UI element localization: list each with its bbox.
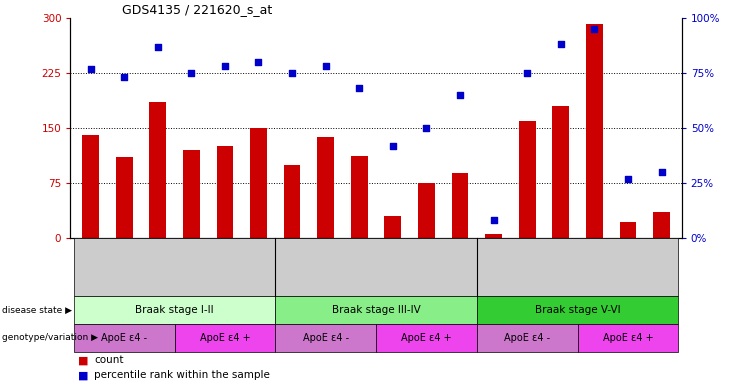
Text: ApoE ε4 +: ApoE ε4 + [199, 333, 250, 343]
Point [622, 175, 634, 182]
Bar [418, 183, 435, 238]
Text: ■: ■ [78, 371, 88, 381]
Point [353, 85, 365, 91]
Text: percentile rank within the sample: percentile rank within the sample [94, 371, 270, 381]
Point [488, 217, 499, 223]
Point [185, 70, 197, 76]
Point [119, 74, 130, 81]
Bar [653, 212, 670, 238]
Point [320, 63, 332, 70]
Bar [451, 174, 468, 238]
Bar [183, 150, 200, 238]
Point [521, 70, 533, 76]
Point [555, 41, 567, 48]
Bar [485, 234, 502, 238]
Bar [250, 128, 267, 238]
Text: disease state ▶: disease state ▶ [2, 306, 72, 314]
Bar [150, 102, 166, 238]
Point [286, 70, 298, 76]
Bar [317, 137, 334, 238]
Bar [216, 146, 233, 238]
Bar [552, 106, 569, 238]
Point [152, 43, 164, 50]
Point [219, 63, 231, 70]
Point [84, 66, 96, 72]
Text: genotype/variation ▶: genotype/variation ▶ [2, 333, 99, 343]
Text: ■: ■ [78, 356, 88, 366]
Bar [385, 216, 401, 238]
Text: Braak stage V-VI: Braak stage V-VI [535, 305, 620, 315]
Bar [586, 24, 602, 238]
Text: ApoE ε4 -: ApoE ε4 - [101, 333, 147, 343]
Text: count: count [94, 356, 124, 366]
Text: Braak stage I-II: Braak stage I-II [135, 305, 214, 315]
Text: ApoE ε4 +: ApoE ε4 + [602, 333, 654, 343]
Text: GDS4135 / 221620_s_at: GDS4135 / 221620_s_at [122, 3, 273, 16]
Bar [284, 165, 301, 238]
Point [420, 125, 432, 131]
Point [454, 92, 466, 98]
Point [253, 59, 265, 65]
Bar [519, 121, 536, 238]
Text: Braak stage III-IV: Braak stage III-IV [332, 305, 420, 315]
Point [387, 142, 399, 149]
Point [588, 26, 600, 32]
Text: ApoE ε4 -: ApoE ε4 - [504, 333, 551, 343]
Text: ApoE ε4 -: ApoE ε4 - [302, 333, 349, 343]
Text: ApoE ε4 +: ApoE ε4 + [401, 333, 452, 343]
Bar [619, 222, 637, 238]
Bar [82, 135, 99, 238]
Bar [116, 157, 133, 238]
Bar [351, 156, 368, 238]
Point [656, 169, 668, 175]
